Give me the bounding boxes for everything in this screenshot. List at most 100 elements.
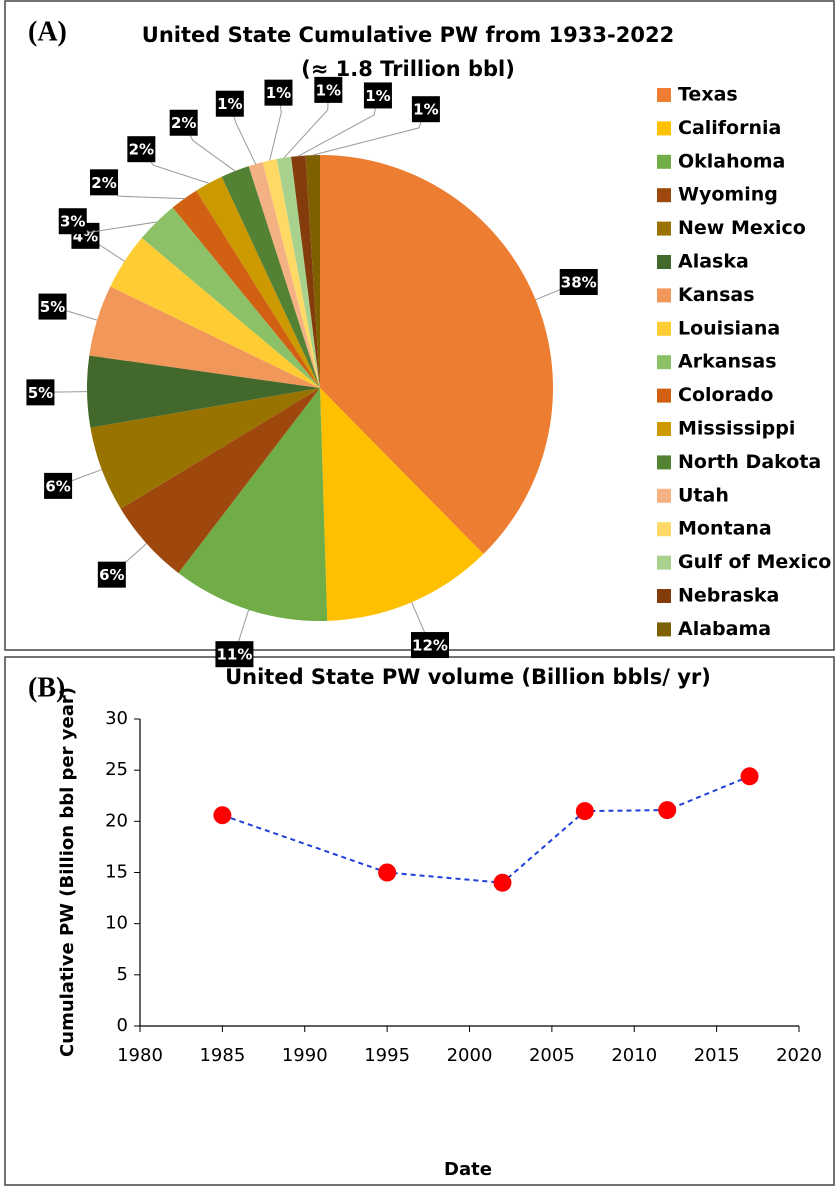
data-label: 38%: [561, 274, 597, 292]
label-box: [411, 96, 440, 123]
chart-title: United State Cumulative PW from 1933-202…: [142, 23, 674, 47]
leader-line: [312, 109, 427, 156]
label-box: [169, 109, 198, 136]
pie-slice: [178, 388, 328, 621]
label-box: [215, 641, 254, 668]
data-line: [222, 775, 750, 884]
label-box: [411, 632, 450, 659]
legend-label: Wyoming: [678, 184, 778, 206]
pie-slice: [320, 388, 484, 621]
data-label: 2%: [91, 174, 116, 192]
legend-swatch: [657, 422, 671, 436]
y-tick-label: 20: [105, 810, 128, 831]
y-tick-label: 5: [117, 964, 128, 985]
pie-slice: [120, 388, 320, 574]
pie-slice: [276, 156, 320, 388]
x-tick-label: 1985: [199, 1045, 245, 1066]
x-tick-label: 1990: [282, 1045, 328, 1066]
data-point: [658, 801, 677, 820]
pie-slice: [291, 155, 320, 388]
y-axis-label: Cumulative PW (Billion bbl per year): [57, 687, 78, 1057]
legend-label: Louisiana: [678, 317, 780, 339]
y-tick-label: 30: [105, 708, 128, 729]
pie-slice: [248, 162, 320, 388]
x-tick-label: 2020: [776, 1045, 822, 1066]
data-point: [493, 873, 512, 892]
label-box: [363, 82, 392, 109]
legend-swatch: [657, 589, 671, 603]
legend-label: Gulf of Mexico: [678, 551, 831, 573]
legend-swatch: [657, 221, 671, 236]
legend-swatch: [657, 121, 671, 136]
legend-swatch: [657, 88, 671, 102]
x-tick-label: 2010: [611, 1045, 657, 1066]
legend-label: Texas: [678, 84, 738, 106]
data-label: 5%: [40, 298, 65, 316]
data-label: 1%: [365, 87, 390, 105]
legend-label: Kansas: [678, 284, 755, 306]
legend-label: California: [678, 117, 781, 139]
legend-swatch: [657, 355, 671, 370]
pie-slice: [86, 355, 320, 428]
legend-label: Arkansas: [678, 351, 777, 373]
legend-swatch: [657, 455, 671, 470]
data-point: [213, 806, 232, 825]
pie-slice: [89, 286, 320, 388]
legend-label: Alaska: [678, 251, 749, 273]
y-tick-label: 10: [105, 913, 128, 934]
x-tick-label: 2000: [447, 1045, 493, 1066]
chart-title: United State PW volume (Billion bbls/ yr…: [225, 665, 711, 689]
x-tick-label: 1980: [117, 1045, 163, 1066]
label-box: [314, 76, 343, 103]
label-box: [127, 136, 156, 163]
data-label: 1%: [266, 84, 291, 102]
legend-label: Mississippi: [678, 418, 795, 440]
label-box: [559, 269, 598, 296]
legend-label: Nebraska: [678, 585, 779, 607]
legend-label: Alabama: [678, 618, 771, 640]
data-label: 1%: [217, 95, 242, 113]
panel-label: (B): [28, 672, 65, 703]
x-axis-label: Date: [444, 1159, 492, 1180]
legend-swatch: [657, 288, 671, 303]
pie-slice: [262, 159, 320, 388]
pie-slice: [141, 207, 320, 388]
data-label: 11%: [216, 646, 252, 664]
legend-swatch: [657, 555, 671, 570]
pie-slice: [305, 155, 320, 388]
label-box: [264, 79, 293, 106]
x-tick-label: 2015: [694, 1045, 740, 1066]
legend-swatch: [657, 488, 671, 503]
data-point: [575, 802, 594, 821]
legend-label: Montana: [678, 518, 772, 540]
data-point: [740, 767, 759, 786]
label-box: [38, 293, 67, 320]
legend-swatch: [657, 154, 671, 169]
pie-slice: [172, 190, 320, 388]
pie-slice: [221, 166, 320, 388]
legend-swatch: [657, 522, 671, 537]
data-label: 5%: [28, 384, 53, 402]
data-label: 2%: [171, 114, 196, 132]
data-label: 1%: [316, 81, 341, 99]
pie-slice: [320, 155, 553, 555]
y-tick-label: 0: [117, 1015, 128, 1036]
legend-swatch: [657, 321, 671, 336]
legend-label: New Mexico: [678, 217, 806, 239]
label-box: [97, 561, 126, 588]
data-point: [378, 863, 397, 882]
y-tick-label: 25: [105, 759, 128, 780]
legend-swatch: [657, 188, 671, 203]
data-label: 1%: [413, 101, 438, 119]
data-label: 12%: [412, 637, 448, 655]
data-label: 6%: [99, 566, 124, 584]
legend-swatch: [657, 255, 671, 269]
label-box: [90, 169, 119, 196]
x-tick-label: 2005: [529, 1045, 575, 1066]
panel-b-frame: [4, 656, 835, 1186]
data-label: 6%: [45, 477, 70, 495]
legend-swatch: [657, 388, 671, 403]
legend-label: Colorado: [678, 384, 773, 406]
label-box: [26, 379, 55, 406]
